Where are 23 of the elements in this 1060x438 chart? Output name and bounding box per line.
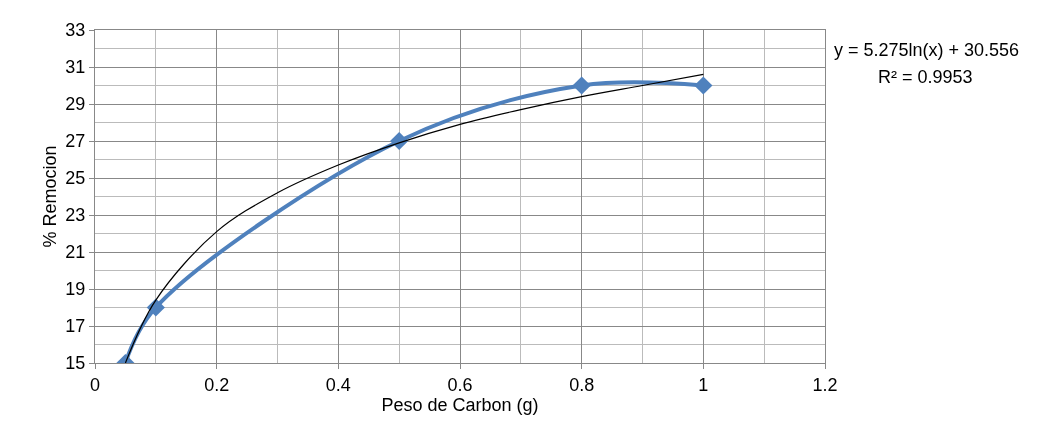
x-axis-title: Peso de Carbon (g)	[381, 394, 539, 415]
point	[572, 76, 591, 95]
y-tick-label: 27	[65, 131, 86, 152]
y-tick-label: 33	[65, 20, 86, 41]
x-tick-label: 0	[89, 374, 101, 395]
x-tick-label: 0.2	[204, 374, 230, 395]
y-tick-label: 25	[65, 168, 86, 189]
x-tick-label: 1	[698, 374, 709, 395]
y-tick-label: 29	[65, 94, 86, 115]
text: R² = 0.9953	[878, 67, 973, 87]
x-tick-label: 0.8	[569, 374, 595, 395]
y-tick-label: 17	[65, 316, 86, 337]
x-tick-label: 0.6	[447, 374, 473, 395]
y-tick-label: 21	[65, 242, 86, 263]
point	[694, 76, 713, 95]
y-tick-label: 31	[65, 57, 86, 78]
y-tick-label: 15	[65, 353, 86, 374]
x-tick-label: 0.4	[325, 374, 351, 395]
text: y = 5.275ln(x) + 30.556	[834, 40, 1020, 60]
y-tick-label: 19	[65, 279, 86, 300]
y-axis-title: % Remocion	[39, 145, 60, 248]
y-tick-label: 23	[65, 205, 86, 226]
x-tick-label: 1.2	[812, 374, 838, 395]
